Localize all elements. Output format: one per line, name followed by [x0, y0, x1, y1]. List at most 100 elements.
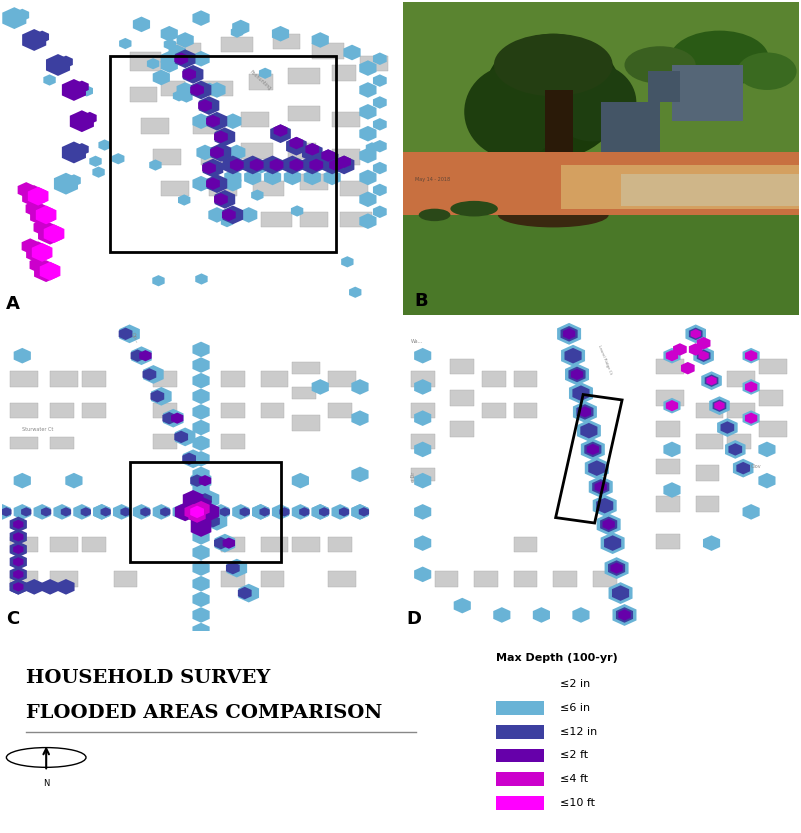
Polygon shape — [203, 82, 215, 94]
Polygon shape — [238, 586, 252, 600]
Polygon shape — [605, 557, 629, 579]
Polygon shape — [59, 56, 73, 68]
Polygon shape — [131, 347, 151, 365]
Polygon shape — [10, 516, 27, 532]
Polygon shape — [2, 406, 62, 450]
Bar — [696, 434, 723, 450]
Polygon shape — [191, 81, 211, 99]
Bar — [153, 434, 177, 450]
Polygon shape — [592, 479, 610, 495]
Polygon shape — [414, 441, 431, 457]
Polygon shape — [176, 32, 194, 47]
Polygon shape — [206, 177, 219, 190]
Polygon shape — [334, 156, 354, 174]
Text: ≤4 ft: ≤4 ft — [560, 774, 588, 784]
Polygon shape — [250, 159, 264, 172]
Polygon shape — [284, 170, 301, 185]
Polygon shape — [270, 159, 284, 172]
Polygon shape — [352, 411, 368, 426]
Text: B: B — [415, 292, 429, 310]
Bar — [696, 402, 723, 418]
Polygon shape — [705, 375, 718, 387]
Bar — [696, 465, 719, 481]
Bar — [496, 725, 544, 739]
Bar — [411, 434, 435, 450]
Polygon shape — [175, 502, 195, 521]
Polygon shape — [360, 126, 376, 142]
Polygon shape — [93, 504, 111, 520]
Text: A: A — [6, 295, 20, 312]
Polygon shape — [202, 162, 216, 174]
Polygon shape — [153, 70, 170, 85]
Polygon shape — [41, 507, 51, 516]
Polygon shape — [584, 441, 602, 457]
Polygon shape — [360, 60, 376, 76]
Polygon shape — [214, 193, 227, 206]
Polygon shape — [360, 82, 376, 97]
Bar — [153, 149, 181, 165]
Bar — [332, 112, 360, 127]
Bar — [221, 537, 245, 552]
Bar — [201, 149, 229, 165]
Polygon shape — [10, 529, 27, 545]
Polygon shape — [133, 17, 150, 32]
Polygon shape — [191, 496, 211, 515]
Polygon shape — [92, 167, 105, 177]
Polygon shape — [21, 507, 31, 516]
Bar — [450, 421, 474, 436]
Polygon shape — [206, 115, 219, 127]
Polygon shape — [211, 143, 231, 162]
Polygon shape — [192, 561, 210, 576]
Bar — [450, 359, 474, 375]
Text: Wa...: Wa... — [411, 339, 423, 344]
Polygon shape — [282, 156, 303, 174]
Polygon shape — [565, 363, 589, 386]
Polygon shape — [133, 504, 150, 520]
Polygon shape — [743, 504, 759, 520]
Polygon shape — [312, 32, 329, 47]
Polygon shape — [613, 604, 637, 626]
Polygon shape — [28, 187, 49, 206]
Polygon shape — [10, 579, 27, 595]
Polygon shape — [274, 124, 288, 137]
Polygon shape — [226, 561, 239, 575]
Bar — [292, 362, 320, 375]
Text: ≤6 in: ≤6 in — [560, 703, 590, 713]
Polygon shape — [721, 421, 735, 434]
Polygon shape — [151, 390, 164, 402]
Polygon shape — [199, 502, 219, 521]
Polygon shape — [681, 362, 694, 375]
Polygon shape — [70, 110, 94, 132]
Polygon shape — [34, 260, 58, 282]
Polygon shape — [113, 504, 131, 520]
Polygon shape — [183, 65, 203, 84]
Polygon shape — [178, 194, 191, 206]
Polygon shape — [13, 557, 23, 566]
Polygon shape — [26, 579, 42, 595]
Polygon shape — [209, 2, 400, 222]
Polygon shape — [743, 348, 759, 363]
Polygon shape — [312, 379, 329, 395]
Polygon shape — [260, 507, 270, 516]
Bar — [727, 402, 755, 418]
Bar — [411, 468, 435, 481]
Text: Max Depth (100-yr): Max Depth (100-yr) — [496, 653, 618, 663]
Polygon shape — [40, 262, 60, 281]
Polygon shape — [561, 345, 585, 367]
Polygon shape — [192, 436, 210, 451]
Polygon shape — [191, 509, 211, 527]
Bar — [403, 2, 799, 174]
Polygon shape — [199, 490, 219, 509]
Text: ≤2 ft: ≤2 ft — [560, 751, 588, 761]
Polygon shape — [153, 504, 170, 520]
Polygon shape — [183, 450, 203, 468]
Polygon shape — [75, 143, 89, 156]
Polygon shape — [222, 209, 235, 222]
Bar — [114, 571, 138, 586]
Bar — [130, 87, 157, 102]
Polygon shape — [312, 504, 329, 520]
Polygon shape — [214, 131, 227, 143]
Ellipse shape — [494, 34, 613, 96]
Polygon shape — [300, 507, 309, 516]
Text: ≤12 in: ≤12 in — [560, 726, 597, 737]
